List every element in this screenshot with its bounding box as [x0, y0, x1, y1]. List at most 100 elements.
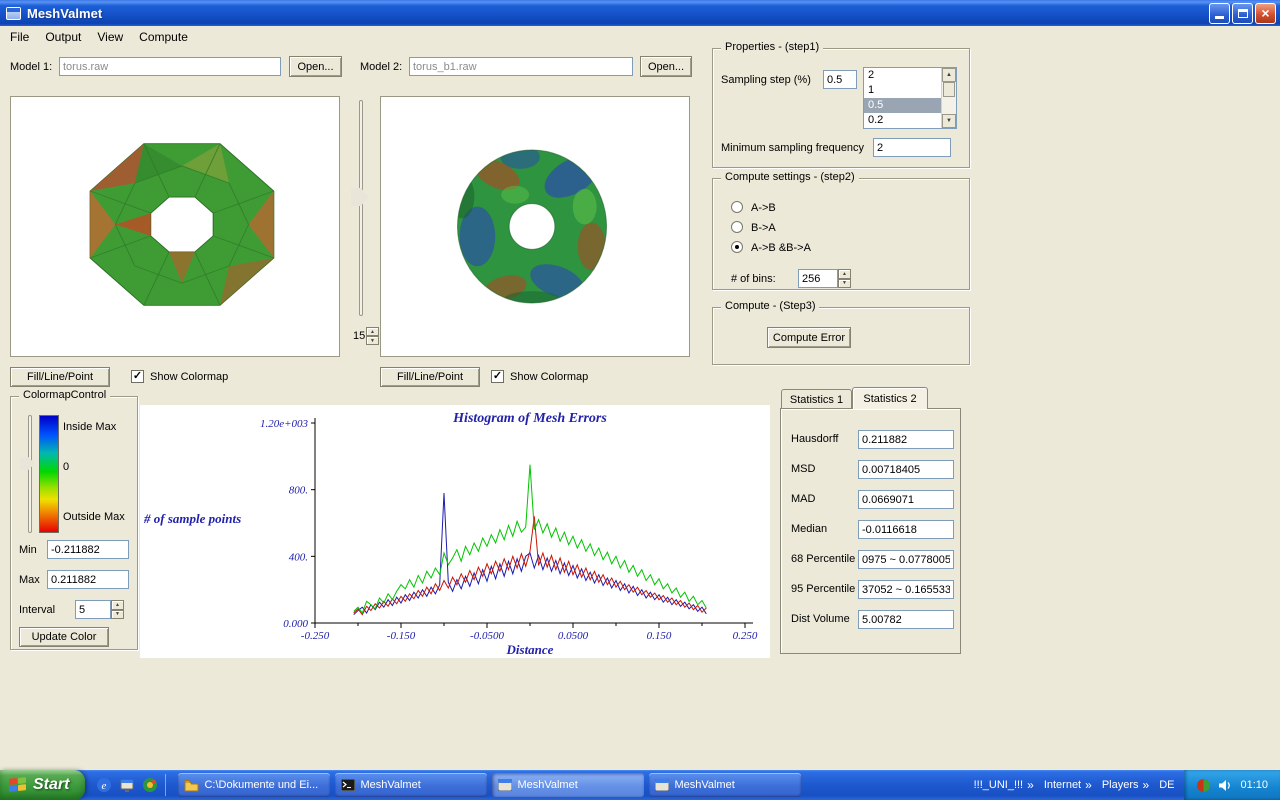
close-button[interactable]: × [1255, 2, 1276, 24]
taskbar-item-meshvalmet[interactable]: MeshValmet [649, 773, 802, 797]
dist-volume-field[interactable] [858, 610, 954, 629]
minimize-button[interactable] [1209, 2, 1230, 24]
colormap-slider-track[interactable] [28, 415, 32, 533]
list-item-selected[interactable]: 0.5 [864, 98, 941, 113]
taskbar-item-meshvalmet-active[interactable]: MeshValmet [492, 773, 645, 797]
chart-y-axis-label: # of sample points [144, 511, 242, 526]
show-desktop-icon[interactable] [118, 777, 135, 794]
toolbar-players[interactable]: Players [1101, 779, 1139, 791]
inside-max-label: Inside Max [63, 421, 117, 433]
volume-icon[interactable] [1218, 779, 1233, 792]
scrollbar-track[interactable] [942, 82, 956, 114]
msd-field[interactable] [858, 460, 954, 479]
toolbar-uni[interactable]: !!!_UNI_!!! [973, 779, 1024, 791]
colormap-slider-thumb[interactable] [20, 457, 35, 470]
open-model1-button[interactable]: Open... [289, 56, 342, 77]
sampling-step-field[interactable] [823, 70, 857, 89]
model2-viewport[interactable] [380, 96, 690, 357]
show-colormap-label-left: Show Colormap [150, 371, 229, 383]
spin-down-icon[interactable]: ▼ [111, 609, 124, 619]
spin-down-icon[interactable]: ▼ [366, 336, 379, 345]
minimize-icon [1215, 16, 1224, 19]
min-field[interactable] [47, 540, 129, 559]
interval-field[interactable] [75, 600, 111, 619]
chevron-icon[interactable]: » [1142, 778, 1150, 792]
maximize-button[interactable] [1232, 2, 1253, 24]
colormap-legend: ColormapControl [19, 389, 111, 401]
min-sampling-frequency-label: Minimum sampling frequency [721, 142, 865, 154]
menu-compute[interactable]: Compute [139, 29, 188, 44]
menu-file[interactable]: File [10, 29, 30, 44]
open-model2-button[interactable]: Open... [640, 56, 692, 77]
min-sampling-frequency-field[interactable] [873, 138, 951, 157]
taskbar-item-console[interactable]: MeshValmet [335, 773, 488, 797]
menu-view[interactable]: View [97, 29, 124, 44]
max-field[interactable] [47, 570, 129, 589]
fill-line-point-button-left[interactable]: Fill/Line/Point [10, 367, 110, 387]
spin-up-icon[interactable]: ▲ [366, 327, 379, 336]
spin-down-icon[interactable]: ▼ [838, 278, 851, 288]
compute-group: Compute - (Step3) Compute Error [712, 300, 970, 365]
viewport-slider-thumb[interactable] [351, 188, 369, 206]
scroll-down-icon[interactable]: ▼ [942, 114, 956, 128]
viewport-slider-track[interactable] [359, 100, 363, 316]
tray-app-icon[interactable] [1196, 778, 1211, 793]
min-label: Min [19, 544, 37, 556]
tab-statistics-1[interactable]: Statistics 1 [781, 389, 852, 409]
tab-statistics-2[interactable]: Statistics 2 [852, 387, 928, 409]
model2-path-field[interactable] [409, 57, 633, 76]
start-button[interactable]: Start [0, 770, 86, 800]
colormap-control-group: ColormapControl Inside Max 0 Outside Max… [10, 389, 138, 650]
language-indicator[interactable]: DE [1159, 779, 1175, 791]
model1-path-field[interactable] [59, 57, 281, 76]
svg-text:-0.250: -0.250 [301, 630, 330, 642]
browser-icon[interactable] [141, 777, 158, 794]
chevron-icon[interactable]: » [1027, 778, 1034, 792]
toolbar-internet[interactable]: Internet [1043, 779, 1082, 791]
update-color-button[interactable]: Update Color [19, 627, 109, 647]
list-item[interactable]: 2 [868, 69, 875, 81]
stat-label: Median [791, 523, 828, 535]
percentile-95-field[interactable] [858, 580, 954, 599]
chevron-icon[interactable]: » [1085, 778, 1092, 792]
mad-field[interactable] [858, 490, 954, 509]
radio-both-directions[interactable] [731, 241, 743, 253]
outside-max-label: Outside Max [63, 511, 125, 523]
radio-b-to-a[interactable] [731, 221, 743, 233]
svg-text:0.0500: 0.0500 [558, 630, 589, 642]
model1-viewport[interactable] [10, 96, 340, 357]
bins-spinner[interactable]: ▲ ▼ [838, 269, 851, 288]
scroll-up-icon[interactable]: ▲ [942, 68, 956, 82]
viewport-slider-value: 15 [353, 330, 366, 342]
viewport-slider-spinner[interactable]: ▲ ▼ [366, 327, 379, 345]
compute-error-button[interactable]: Compute Error [767, 327, 851, 348]
svg-text:400.: 400. [289, 551, 308, 563]
title-bar[interactable]: MeshValmet × [0, 0, 1280, 26]
list-item[interactable]: 0.2 [868, 114, 884, 126]
ie-icon[interactable]: e [95, 777, 112, 794]
median-field[interactable] [858, 520, 954, 539]
show-colormap-checkbox-right[interactable]: ✓ [491, 370, 504, 383]
compute-settings-legend: Compute settings - (step2) [721, 171, 859, 183]
model2-label: Model 2: [360, 61, 403, 73]
show-colormap-label-right: Show Colormap [510, 371, 589, 383]
menu-output[interactable]: Output [45, 29, 82, 44]
bins-field[interactable] [798, 269, 838, 288]
radio-a-to-b[interactable] [731, 201, 743, 213]
listbox-scrollbar[interactable]: ▲ ▼ [941, 68, 956, 128]
list-item[interactable]: 1 [868, 84, 875, 96]
sampling-step-listbox[interactable]: 2 1 0.5 0.2 ▲ ▼ [863, 67, 957, 129]
fill-line-point-button-right[interactable]: Fill/Line/Point [380, 367, 480, 387]
stat-label: 95 Percentile [791, 583, 856, 595]
hausdorff-field[interactable] [858, 430, 954, 449]
taskbar-item-explorer[interactable]: C:\Dokumente und Ei... [178, 773, 331, 797]
radio-both-directions-label: A->B &B->A [751, 242, 811, 254]
interval-spinner[interactable]: ▲ ▼ [111, 600, 124, 619]
spin-up-icon[interactable]: ▲ [111, 600, 124, 610]
colormap-gradient-bar [39, 415, 59, 533]
chart-x-axis-label: Distance [506, 642, 554, 657]
show-colormap-checkbox-left[interactable]: ✓ [131, 370, 144, 383]
percentile-68-field[interactable] [858, 550, 954, 569]
scrollbar-thumb[interactable] [943, 82, 955, 97]
spin-up-icon[interactable]: ▲ [838, 269, 851, 279]
